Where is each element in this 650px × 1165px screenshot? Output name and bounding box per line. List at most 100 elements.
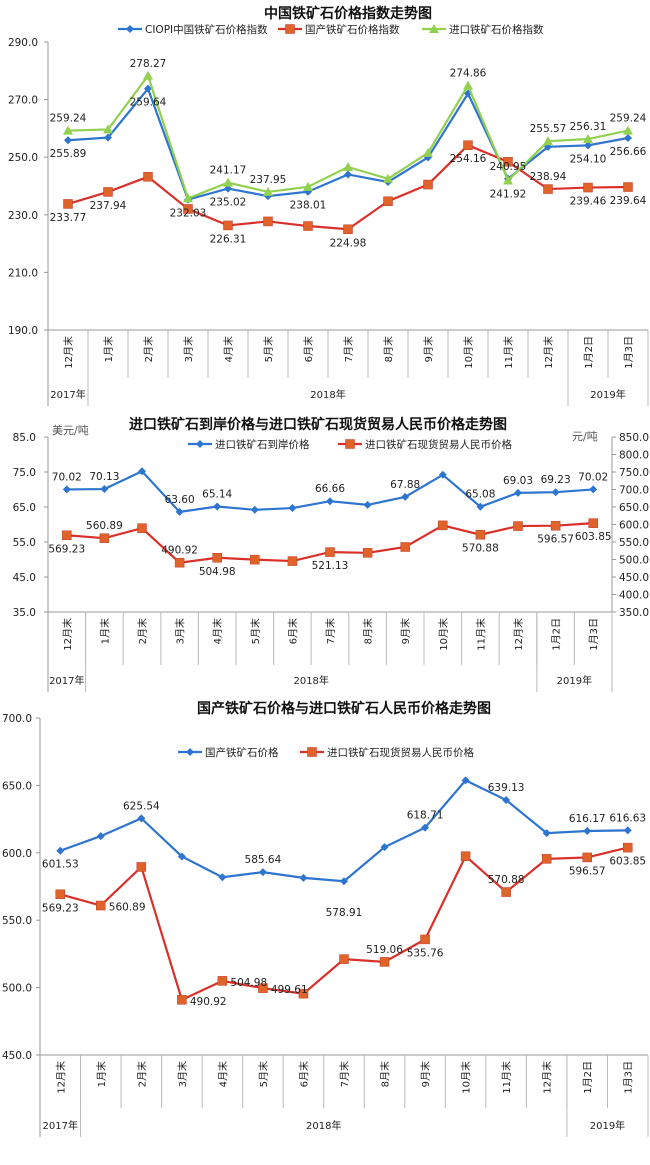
data-point xyxy=(460,851,471,861)
data-point xyxy=(326,497,334,506)
y-tick-label: 270.0 xyxy=(8,95,38,107)
data-point xyxy=(463,140,473,150)
data-label: 70.13 xyxy=(89,471,119,483)
data-point xyxy=(401,492,410,501)
y2-tick-label: 450.0 xyxy=(619,572,649,584)
data-label: 569.23 xyxy=(48,543,85,555)
x-tick-label: 3月末 xyxy=(174,618,187,644)
data-point xyxy=(543,136,553,146)
y2-tick-label: 700.0 xyxy=(619,485,649,497)
data-label: 616.63 xyxy=(609,812,646,824)
series-2 xyxy=(55,842,633,1005)
x-tick-label: 1月末 xyxy=(98,618,111,644)
data-point xyxy=(263,216,273,227)
data-label: 560.89 xyxy=(86,520,123,532)
x-tick-label: 7月末 xyxy=(342,336,355,362)
data-label: 596.57 xyxy=(537,534,574,546)
data-point xyxy=(250,505,259,514)
x-tick-label: 12月末 xyxy=(541,1061,554,1094)
data-label: 235.02 xyxy=(210,197,247,209)
data-point xyxy=(183,204,193,214)
data-label: 490.92 xyxy=(161,545,198,557)
x-tick-label: 11月末 xyxy=(474,618,487,651)
x-tick-label: 5月末 xyxy=(249,618,262,644)
y-tick-label: 700.0 xyxy=(2,713,32,725)
x-tick-label: 6月末 xyxy=(286,618,299,644)
data-label: 69.23 xyxy=(541,474,571,486)
legend-marker-diamond-icon xyxy=(196,440,204,448)
y2-tick-label: 650.0 xyxy=(619,502,649,514)
x-tick-label: 2月末 xyxy=(135,1061,148,1087)
y-tick-label: 190.0 xyxy=(8,325,38,337)
series-1 xyxy=(56,776,632,886)
chart-title: 进口铁矿石到岸价格与进口铁矿石现货贸易人民币价格走势图 xyxy=(129,416,507,433)
data-point xyxy=(438,520,448,531)
year-label: 2019年 xyxy=(590,1119,625,1132)
x-tick-label: 7月末 xyxy=(338,1061,351,1087)
data-label: 226.31 xyxy=(210,233,247,245)
legend-item: 国产铁矿石价格 xyxy=(178,746,279,759)
legend-marker-square-icon xyxy=(307,747,317,757)
data-point xyxy=(258,983,268,993)
y-tick-label: 650.0 xyxy=(2,780,32,792)
data-point xyxy=(475,529,486,540)
x-tick-label: 6月末 xyxy=(302,336,315,362)
x-tick-label: 8月末 xyxy=(382,336,395,362)
y2-tick-label: 750.0 xyxy=(619,467,649,479)
x-tick-label: 2月末 xyxy=(142,336,155,362)
x-tick-label: 10月末 xyxy=(462,336,475,369)
chart-2: 进口铁矿石到岸价格与进口铁矿石现货贸易人民币价格走势图 美元/吨 元/吨 35.0 45… xyxy=(13,416,649,692)
year-label: 2017年 xyxy=(43,1119,78,1132)
data-point xyxy=(223,220,233,231)
data-point xyxy=(400,542,410,552)
data-point xyxy=(551,488,560,497)
year-label: 2019年 xyxy=(557,674,592,687)
data-point xyxy=(177,852,186,861)
x-tick-label: 11月末 xyxy=(500,1061,513,1094)
data-point xyxy=(137,523,147,533)
legend-item: 进口铁矿石现货贸易人民币价格 xyxy=(338,438,512,451)
data-point xyxy=(623,826,632,835)
data-label: 578.91 xyxy=(326,907,363,919)
data-label: 570.88 xyxy=(462,543,499,555)
x-tick-label: 8月末 xyxy=(362,618,375,644)
data-point xyxy=(174,557,185,568)
data-point xyxy=(589,485,598,494)
chart-title: 国产铁矿石价格与进口铁矿石人民币价格走势图 xyxy=(197,700,491,717)
data-point xyxy=(421,823,430,832)
data-label: 259.64 xyxy=(130,97,167,109)
data-label: 239.64 xyxy=(610,195,647,207)
data-point xyxy=(250,554,260,565)
data-label: 259.24 xyxy=(610,113,647,125)
data-point xyxy=(287,556,298,566)
data-label: 241.17 xyxy=(210,165,247,177)
data-point xyxy=(103,124,113,134)
data-label: 63.60 xyxy=(165,494,195,506)
legend-marker-triangle-icon xyxy=(429,24,439,33)
data-point xyxy=(298,988,309,999)
data-point xyxy=(383,173,393,183)
x-tick-label: 9月末 xyxy=(419,1061,432,1087)
data-point xyxy=(503,175,513,185)
data-point xyxy=(288,504,297,513)
data-label: 70.02 xyxy=(578,471,608,483)
data-point xyxy=(339,954,349,964)
x-tick-label: 12月末 xyxy=(61,618,74,651)
series-3 xyxy=(63,70,633,203)
legend-marker-diamond-icon xyxy=(126,25,134,33)
chart-1: 中国铁矿石价格指数走势图 190.0 210.0 230.0 250.0 270.0 290… xyxy=(8,5,649,406)
data-label: 499.61 xyxy=(271,984,308,996)
data-point xyxy=(104,133,112,142)
data-label: 254.16 xyxy=(450,153,487,165)
data-point xyxy=(541,854,552,864)
data-label: 639.13 xyxy=(488,782,525,794)
legend-item: CIOPI中国铁矿石价格指数 xyxy=(118,23,268,36)
data-label: 616.17 xyxy=(569,813,606,825)
data-label: 66.66 xyxy=(315,483,345,495)
data-label: 278.27 xyxy=(130,58,167,70)
data-point xyxy=(623,125,633,135)
data-label: 238.01 xyxy=(290,200,327,212)
legend-label: 国产铁矿石价格指数 xyxy=(305,23,400,36)
data-point xyxy=(213,502,222,511)
chart-title: 中国铁矿石价格指数走势图 xyxy=(264,5,432,22)
